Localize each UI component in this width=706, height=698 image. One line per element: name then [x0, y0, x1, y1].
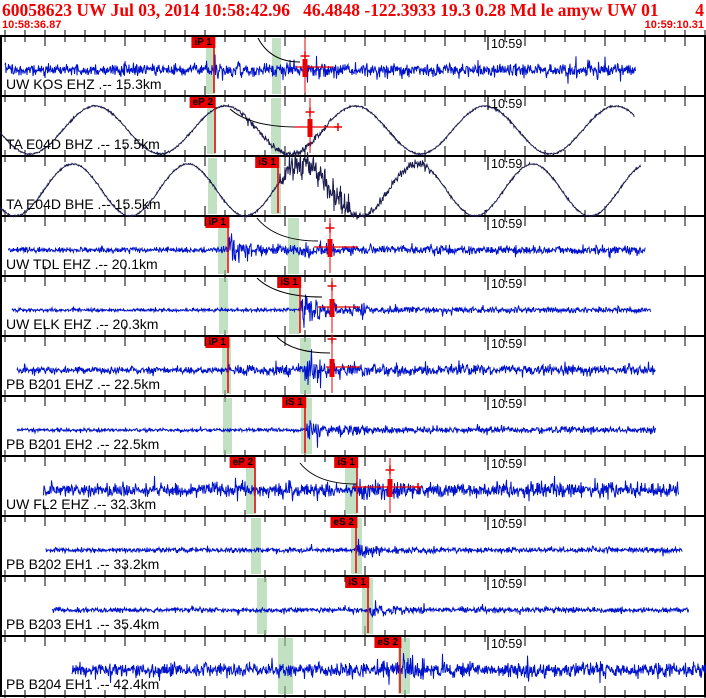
arrival-window-band	[300, 338, 311, 394]
coda-decay-curve	[256, 277, 323, 298]
arrival-window-band	[223, 398, 232, 454]
trace-station-label[interactable]: PB B203 EH1 .-- 35.4km	[6, 616, 160, 632]
phase-pick-flag[interactable]: iS 1	[282, 397, 306, 408]
trace-station-label[interactable]: TA E04D BHZ .-- 15.5km	[6, 136, 160, 152]
minute-tick-label: 10:59	[491, 97, 523, 111]
phase-pick-flag[interactable]: eS 2	[374, 637, 401, 648]
waveform-trace[interactable]	[7, 233, 646, 263]
phase-pick-flag[interactable]: iS 1	[277, 277, 301, 288]
phase-pick-flag[interactable]: iP 1	[191, 37, 215, 48]
minute-tick-label: 10:59	[491, 517, 523, 531]
waveform-trace[interactable]	[16, 420, 656, 448]
arrival-window-band	[219, 278, 228, 334]
trace-station-label[interactable]: UW ELK EHZ .-- 20.3km	[6, 316, 159, 332]
waveform-trace[interactable]	[4, 54, 636, 84]
window-start-time: 10:58:36.87	[2, 19, 62, 31]
arrival-window-band	[271, 158, 281, 214]
amplitude-marker[interactable]	[326, 334, 360, 394]
waveform-trace[interactable]	[71, 653, 706, 685]
arrival-window-band	[246, 458, 256, 514]
arrival-window-band	[289, 278, 300, 334]
phase-pick-flag[interactable]: iS 1	[345, 577, 369, 588]
phase-pick-flag[interactable]: eP 2	[229, 457, 256, 468]
trace-station-label[interactable]: TA E04D BHE .-- 15.5km	[6, 196, 161, 212]
trace-station-label[interactable]: PB B204 EH1 .-- 42.4km	[6, 676, 160, 692]
minute-tick-label: 10:59	[491, 277, 523, 291]
event-summary-row: 60058623 UW Jul 03, 2014 10:58:42.96 46.…	[0, 0, 706, 20]
coda-decay-curve	[257, 37, 301, 63]
phase-pick-flag[interactable]: iP 1	[205, 217, 229, 228]
waveform-trace[interactable]	[45, 538, 683, 559]
phase-pick-flag[interactable]: iS 1	[255, 157, 279, 168]
arrival-window-band	[257, 578, 267, 634]
amplitude-marker[interactable]	[314, 218, 358, 273]
arrival-window-band	[222, 338, 231, 394]
phase-pick-flag[interactable]: eP 2	[189, 97, 216, 108]
seismogram-canvas[interactable]	[0, 30, 706, 698]
minute-tick-label: 10:59	[491, 457, 523, 471]
trace-station-label[interactable]: UW KOS EHZ .-- 15.3km	[6, 76, 162, 92]
trace-station-label[interactable]: PB B202 EH1 .-- 33.2km	[6, 556, 160, 572]
arrival-window-band	[345, 458, 357, 514]
amplitude-marker[interactable]	[294, 98, 342, 153]
arrival-window-band	[218, 218, 227, 274]
arrival-window-band	[251, 518, 261, 574]
event-flag: 4	[695, 0, 704, 20]
minute-tick-label: 10:59	[491, 157, 523, 171]
minute-tick-label: 10:59	[491, 637, 523, 651]
waveform-trace[interactable]	[0, 152, 641, 220]
trace-station-label[interactable]: UW FL2 EHZ .-- 32.3km	[6, 496, 157, 512]
arrival-window-band	[398, 638, 410, 694]
event-summary: 60058623 UW Jul 03, 2014 10:58:42.96 46.…	[2, 0, 659, 20]
phase-pick-flag[interactable]: iS 1	[334, 457, 358, 468]
amplitude-marker[interactable]	[318, 278, 360, 333]
minute-tick-label: 10:59	[491, 577, 523, 591]
phase-pick-flag[interactable]: iP 1	[205, 337, 229, 348]
waveform-trace[interactable]	[51, 600, 689, 618]
event-header: 60058623 UW Jul 03, 2014 10:58:42.96 46.…	[0, 0, 706, 31]
trace-station-label[interactable]: UW TDL EHZ .-- 20.1km	[6, 256, 158, 272]
time-window-row: 10:58:36.87 10:59:10.31	[0, 20, 706, 31]
coda-decay-curve	[229, 108, 299, 128]
coda-decay-curve	[276, 336, 331, 354]
waveform-trace[interactable]	[42, 475, 679, 502]
coda-decay-curve	[256, 217, 319, 242]
waveform-trace[interactable]	[0, 103, 635, 157]
minute-tick-label: 10:59	[491, 217, 523, 231]
trace-station-label[interactable]: PB B201 EH2 .-- 22.5km	[6, 436, 160, 452]
phase-pick-flag[interactable]: eS 2	[330, 517, 357, 528]
coda-decay-curve	[299, 462, 357, 485]
arrival-window-band	[207, 98, 216, 154]
arrival-window-band	[278, 638, 293, 694]
waveform-plot-area[interactable]: UW KOS EHZ .-- 15.3km 10:59 iP 1 TA E04D BH…	[0, 30, 706, 698]
arrival-window-band	[206, 38, 215, 94]
minute-tick-label: 10:59	[491, 397, 523, 411]
arrival-window-band	[208, 158, 217, 214]
amplitude-marker[interactable]	[296, 38, 333, 93]
trace-station-label[interactable]: PB B201 EHZ .-- 22.5km	[6, 376, 161, 392]
amplitude-marker[interactable]	[352, 458, 422, 513]
minute-tick-label: 10:59	[491, 337, 523, 351]
waveform-trace[interactable]	[16, 349, 656, 389]
window-end-time: 10:59:10.31	[644, 19, 704, 31]
minute-tick-label: 10:59	[491, 37, 523, 51]
